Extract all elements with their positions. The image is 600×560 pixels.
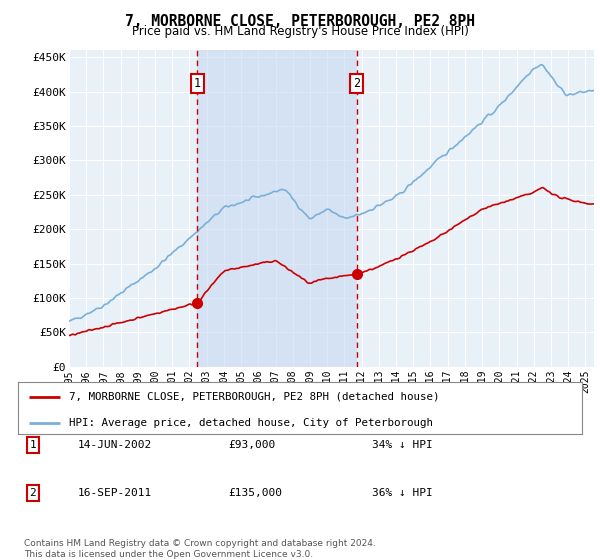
Text: 16-SEP-2011: 16-SEP-2011 bbox=[78, 488, 152, 498]
Bar bbox=[197, 50, 356, 367]
Text: 14-JUN-2002: 14-JUN-2002 bbox=[78, 440, 152, 450]
Text: Price paid vs. HM Land Registry's House Price Index (HPI): Price paid vs. HM Land Registry's House … bbox=[131, 25, 469, 38]
Text: This data is licensed under the Open Government Licence v3.0.: This data is licensed under the Open Gov… bbox=[24, 550, 313, 559]
Text: 1: 1 bbox=[194, 77, 201, 90]
Text: 36% ↓ HPI: 36% ↓ HPI bbox=[372, 488, 433, 498]
Text: £135,000: £135,000 bbox=[228, 488, 282, 498]
Text: £93,000: £93,000 bbox=[228, 440, 275, 450]
Text: Contains HM Land Registry data © Crown copyright and database right 2024.: Contains HM Land Registry data © Crown c… bbox=[24, 539, 376, 548]
Text: 2: 2 bbox=[353, 77, 360, 90]
Text: HPI: Average price, detached house, City of Peterborough: HPI: Average price, detached house, City… bbox=[69, 418, 433, 427]
Text: 34% ↓ HPI: 34% ↓ HPI bbox=[372, 440, 433, 450]
Text: 2: 2 bbox=[29, 488, 37, 498]
Text: 1: 1 bbox=[29, 440, 37, 450]
Text: 7, MORBORNE CLOSE, PETERBOROUGH, PE2 8PH (detached house): 7, MORBORNE CLOSE, PETERBOROUGH, PE2 8PH… bbox=[69, 391, 439, 402]
Text: 7, MORBORNE CLOSE, PETERBOROUGH, PE2 8PH: 7, MORBORNE CLOSE, PETERBOROUGH, PE2 8PH bbox=[125, 14, 475, 29]
